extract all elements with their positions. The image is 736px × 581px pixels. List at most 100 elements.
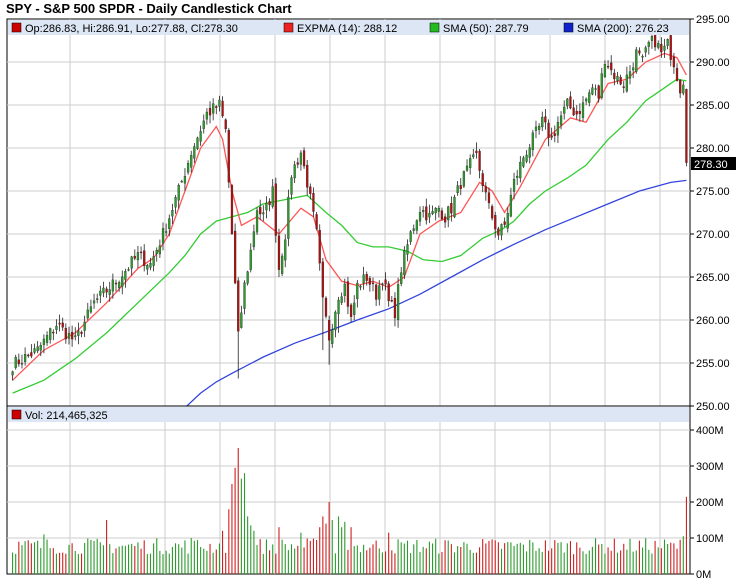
candle-body (443, 216, 447, 223)
candle-body (368, 278, 371, 285)
candle (610, 55, 613, 76)
candle (603, 60, 607, 79)
candle (412, 224, 415, 234)
candle (52, 329, 55, 341)
candle-body (155, 249, 158, 254)
candle (393, 292, 397, 327)
candle-body (653, 34, 657, 48)
candle (130, 255, 133, 276)
candle-body (478, 150, 481, 171)
sma200-legend-swatch (563, 22, 574, 33)
candle (268, 198, 271, 212)
candle-body (572, 107, 575, 116)
candle-body (450, 203, 453, 214)
candle-body (550, 135, 553, 138)
candle (437, 205, 440, 218)
candle (503, 217, 506, 228)
candle-body (641, 56, 644, 58)
candle-body (484, 186, 487, 193)
candle-body (199, 131, 202, 142)
candle (500, 223, 503, 241)
candle (67, 326, 71, 345)
candle-body (240, 312, 243, 328)
candle-body (425, 206, 428, 221)
candle-body (412, 228, 415, 231)
candle-body (186, 163, 190, 173)
candle-body (431, 211, 434, 215)
candle-body (437, 208, 440, 212)
candle-body (481, 173, 484, 187)
candle-body (315, 214, 318, 229)
candle (89, 299, 93, 314)
candle (39, 342, 42, 357)
candle-body (581, 102, 585, 118)
candle-body (619, 76, 622, 85)
volume-legend: Vol: 214,465,325 (25, 410, 108, 422)
candle (196, 136, 199, 150)
candle-body (585, 98, 588, 102)
candle (321, 257, 324, 351)
candle (494, 211, 497, 238)
candle (512, 172, 516, 200)
candle-body (469, 158, 472, 168)
candle-body (42, 338, 46, 345)
candle-body (77, 330, 80, 336)
candle-body (202, 120, 205, 129)
candle-body (343, 283, 346, 296)
candle-body (393, 298, 397, 319)
candle (550, 127, 553, 141)
candle (218, 95, 221, 112)
candle (99, 285, 102, 304)
candle (331, 323, 334, 348)
candle (174, 195, 177, 214)
candle (428, 204, 431, 224)
candle (647, 40, 650, 55)
candle (243, 280, 246, 315)
price-tick-label: 285.00 (696, 100, 730, 112)
volume-tick-label: 200M (696, 497, 724, 509)
candle (124, 268, 127, 288)
candle-body (365, 274, 368, 281)
candle-body (143, 250, 146, 267)
candle-body (465, 165, 469, 171)
candle (475, 142, 478, 159)
candle (538, 123, 541, 135)
candle (343, 278, 346, 303)
candle (415, 219, 419, 235)
candle (522, 155, 525, 168)
candle-body (271, 186, 274, 207)
candle (152, 250, 155, 272)
candle (563, 100, 566, 120)
candle-body (33, 348, 36, 353)
candle (553, 125, 556, 143)
candle (255, 207, 259, 235)
candle-body (569, 96, 572, 109)
candle-body (296, 162, 299, 165)
candle (497, 226, 500, 240)
candle-body (67, 333, 71, 339)
last-price-label: 278.30 (694, 159, 728, 171)
candle (447, 205, 450, 228)
candle-body (487, 192, 491, 204)
candle-body (290, 177, 293, 195)
candle-body (500, 224, 503, 236)
candle-body (669, 35, 672, 60)
candle (86, 302, 89, 321)
sma200-line (184, 179, 687, 409)
candle (450, 196, 453, 222)
candle-body (503, 221, 506, 225)
candle-body (403, 250, 406, 276)
price-tick-label: 260.00 (696, 315, 730, 327)
candle-body (39, 345, 42, 351)
price-axis: 295.00 290.00 285.00 280.00 275.00 270.00 265.… (690, 14, 730, 413)
candle (669, 29, 672, 67)
candle-body (324, 297, 328, 317)
candle (443, 213, 447, 228)
candle (118, 280, 121, 292)
candle-body (591, 87, 594, 95)
candle (171, 203, 174, 225)
candle (371, 277, 375, 292)
candle-body (49, 328, 52, 340)
candle-body (556, 122, 560, 136)
candle-body (447, 206, 450, 221)
